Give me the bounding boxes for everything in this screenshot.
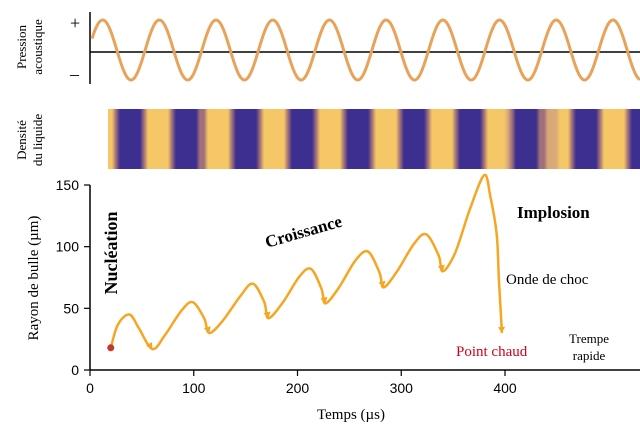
annotation-implosion: Implosion [517, 203, 590, 222]
radius-arrows [146, 264, 506, 349]
chart-ylabel: Rayon de bulle (µm) [26, 216, 42, 341]
pressure-minus-label: – [69, 64, 80, 84]
annotation-trempe-line1: Trempe [569, 331, 609, 346]
x-tick-label: 0 [86, 380, 94, 396]
density-bar [108, 109, 640, 169]
x-tick-label: 400 [493, 380, 517, 396]
radius-arrowhead [378, 280, 386, 288]
radius-arrowhead [263, 311, 271, 319]
x-tick-label: 100 [182, 380, 206, 396]
nucleation-point [107, 344, 115, 352]
density-ylabel-line1: Densité [14, 120, 29, 160]
radius-arrowhead [203, 326, 211, 333]
radius-series-line [109, 173, 504, 351]
annotation-onde-de-choc: Onde de choc [506, 272, 589, 288]
pressure-ylabel-line2: acoustique [30, 19, 45, 75]
radius-arrowhead [146, 342, 153, 349]
radius-arrowhead [498, 326, 506, 333]
density-ylabel-line2: du liquide [30, 114, 45, 167]
annotation-point-chaud: Point chaud [456, 344, 528, 360]
pressure-panel: Pression acoustique + – [14, 12, 640, 84]
chart-ticks: 0 100 200 300 400 0 50 100 150 [56, 177, 517, 396]
pressure-ylabel-line1: Pression [14, 24, 29, 69]
y-tick-label: 50 [63, 300, 79, 316]
annotation-nucleation: Nucléation [101, 212, 121, 295]
y-tick-label: 150 [56, 177, 80, 193]
radius-chart: Rayon de bulle (µm) Temps (µs) 0 100 200 30… [26, 173, 640, 423]
x-tick-label: 200 [286, 380, 310, 396]
annotation-croissance: Croissance [263, 212, 345, 252]
pressure-wave [90, 18, 640, 82]
annotation-trempe-line2: rapide [573, 348, 606, 363]
x-tick-label: 300 [390, 380, 414, 396]
y-tick-label: 100 [56, 239, 80, 255]
pressure-plus-label: + [70, 13, 80, 33]
density-panel: Densité du liquide [14, 109, 640, 169]
y-tick-label: 0 [71, 362, 79, 378]
radius-arrowhead [437, 264, 445, 272]
radius-arrowhead [320, 296, 328, 304]
chart-xlabel: Temps (µs) [317, 407, 385, 423]
